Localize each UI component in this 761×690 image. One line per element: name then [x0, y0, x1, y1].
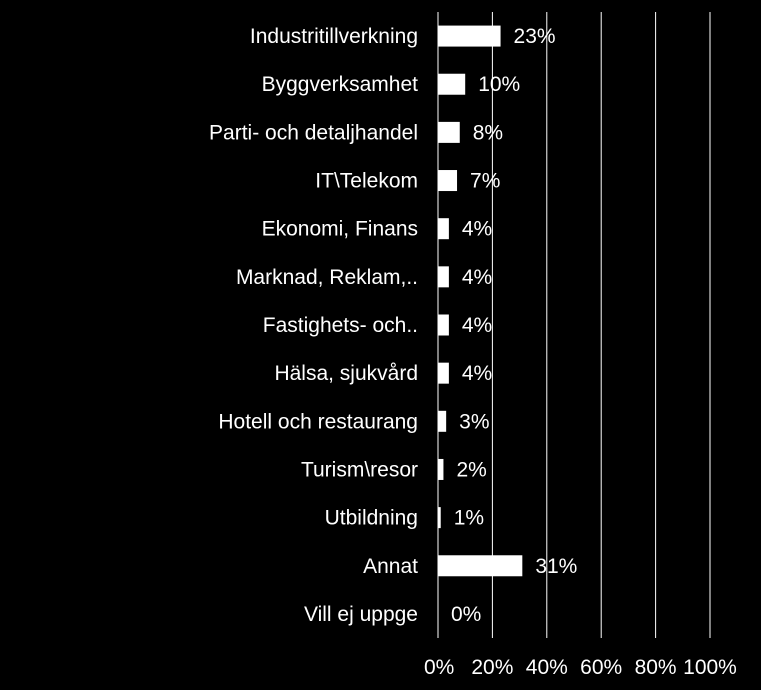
bar-2 [438, 121, 460, 143]
data-label-12: 0% [451, 603, 481, 626]
bar-7 [438, 362, 449, 384]
x-tick-label-40: 40% [526, 656, 568, 679]
x-axis-tick-labels: 0% 20% 40% 60% 80% 100% [424, 656, 737, 679]
x-tick-label-60: 60% [580, 656, 622, 679]
data-label-9: 2% [456, 458, 486, 481]
data-label-1: 10% [478, 73, 520, 96]
bar-5 [438, 266, 449, 288]
data-label-0: 23% [514, 25, 556, 48]
data-label-2: 8% [473, 121, 503, 144]
category-label-11: Annat [363, 555, 418, 578]
category-label-3: IT\Telekom [315, 170, 418, 193]
category-label-1: Byggverksamhet [262, 73, 419, 96]
bar-6 [438, 314, 449, 336]
bar-3 [438, 170, 458, 192]
x-tick-label-80: 80% [635, 656, 677, 679]
data-label-8: 3% [459, 410, 489, 433]
category-label-7: Hälsa, sjukvård [274, 362, 418, 385]
bar-0 [438, 25, 501, 47]
category-label-5: Marknad, Reklam,.. [236, 266, 418, 289]
category-label-8: Hotell och restaurang [218, 410, 418, 433]
category-label-4: Ekonomi, Finans [262, 218, 418, 241]
gridlines [437, 12, 711, 638]
category-label-9: Turism\resor [301, 458, 418, 481]
bar-8 [438, 410, 447, 432]
data-label-3: 7% [470, 170, 500, 193]
category-label-2: Parti- och detaljhandel [209, 121, 418, 144]
category-label-6: Fastighets- och.. [263, 314, 418, 337]
bar-1 [438, 73, 466, 95]
category-label-10: Utbildning [325, 507, 418, 530]
data-label-11: 31% [535, 555, 577, 578]
bars [438, 25, 523, 577]
bar-4 [438, 218, 449, 240]
data-label-5: 4% [462, 266, 492, 289]
bar-9 [438, 458, 444, 480]
data-label-6: 4% [462, 314, 492, 337]
data-label-7: 4% [462, 362, 492, 385]
data-labels: 23% 10% 8% 7% 4% 4% 4% 4% 3% 2% 1% 31% 0% [451, 25, 577, 626]
data-label-4: 4% [462, 218, 492, 241]
category-label-0: Industritillverkning [250, 25, 418, 48]
category-label-12: Vill ej uppge [304, 603, 418, 626]
x-tick-label-0: 0% [424, 656, 454, 679]
x-tick-label-100: 100% [683, 656, 737, 679]
category-labels: Industritillverkning Byggverksamhet Parti-… [209, 25, 418, 626]
bar-11 [438, 555, 523, 577]
data-label-10: 1% [454, 507, 484, 530]
x-tick-label-20: 20% [471, 656, 513, 679]
bar-10 [438, 507, 441, 529]
